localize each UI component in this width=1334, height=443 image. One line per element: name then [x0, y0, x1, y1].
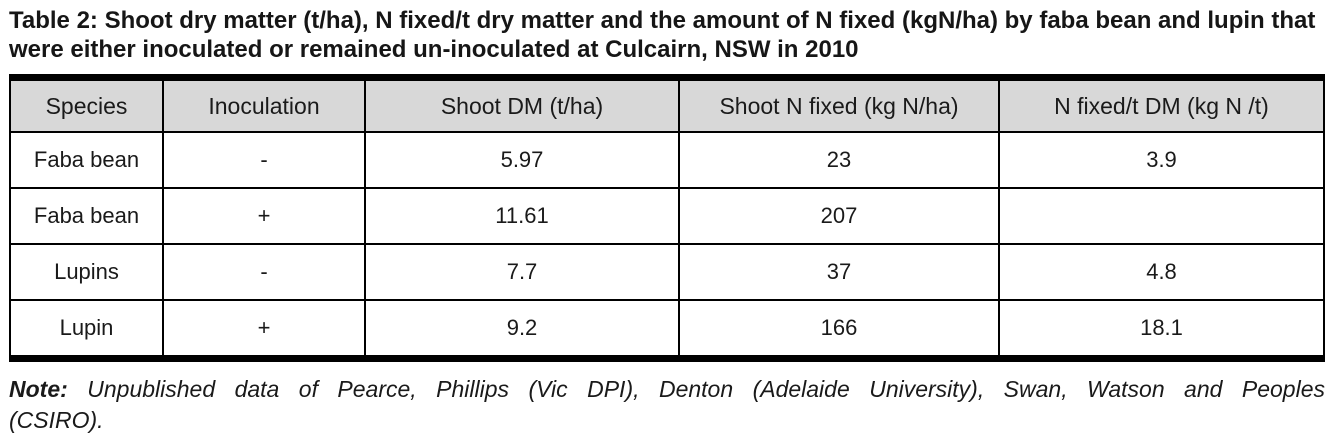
- cell-n-fixed-per-dm: 18.1: [998, 299, 1325, 360]
- footnote-line-2: (CSIRO).: [9, 407, 104, 433]
- footnote-label: Note:: [9, 376, 68, 402]
- table-header-row: Species Inoculation Shoot DM (t/ha) Shoo…: [9, 76, 1325, 133]
- footnote-line-1: Note: Unpublished data of Pearce, Philli…: [9, 374, 1325, 405]
- cell-inoculation: -: [162, 243, 366, 301]
- cell-shoot-dm: 11.61: [364, 187, 680, 245]
- cell-inoculation: -: [162, 131, 366, 189]
- column-header-shoot-n-fixed: Shoot N fixed (kg N/ha): [678, 76, 1000, 133]
- table-row: Faba bean + 11.61 207: [9, 187, 1325, 245]
- table-caption-line-2: were either inoculated or remained un-in…: [9, 36, 859, 63]
- cell-shoot-n-fixed: 207: [678, 187, 1000, 245]
- table-caption-line-1: Table 2: Shoot dry matter (t/ha), N fixe…: [9, 7, 1316, 34]
- table-container: Species Inoculation Shoot DM (t/ha) Shoo…: [9, 74, 1325, 362]
- cell-species: Faba bean: [9, 187, 164, 245]
- column-header-shoot-dm: Shoot DM (t/ha): [364, 76, 680, 133]
- cell-shoot-dm: 5.97: [364, 131, 680, 189]
- cell-shoot-n-fixed: 166: [678, 299, 1000, 360]
- footnote-text: Unpublished data of Pearce, Phillips (Vi…: [87, 376, 1326, 402]
- column-header-species: Species: [9, 76, 164, 133]
- cell-n-fixed-per-dm: 4.8: [998, 243, 1325, 301]
- column-header-n-fixed-per-dm: N fixed/t DM (kg N /t): [998, 76, 1325, 133]
- table-footnote: Note: Unpublished data of Pearce, Philli…: [9, 374, 1325, 436]
- table-row: Faba bean - 5.97 23 3.9: [9, 131, 1325, 189]
- cell-shoot-dm: 7.7: [364, 243, 680, 301]
- cell-shoot-n-fixed: 37: [678, 243, 1000, 301]
- table-row: Lupins - 7.7 37 4.8: [9, 243, 1325, 301]
- table-row: Lupin + 9.2 166 18.1: [9, 299, 1325, 360]
- cell-n-fixed-per-dm: 3.9: [998, 131, 1325, 189]
- column-header-inoculation: Inoculation: [162, 76, 366, 133]
- cell-n-fixed-per-dm: [998, 187, 1325, 245]
- cell-shoot-dm: 9.2: [364, 299, 680, 360]
- cell-species: Lupin: [9, 299, 164, 360]
- cell-inoculation: +: [162, 299, 366, 360]
- cell-inoculation: +: [162, 187, 366, 245]
- cell-species: Faba bean: [9, 131, 164, 189]
- table-caption: Table 2: Shoot dry matter (t/ha), N fixe…: [9, 6, 1325, 64]
- cell-species: Lupins: [9, 243, 164, 301]
- data-table: Species Inoculation Shoot DM (t/ha) Shoo…: [9, 74, 1325, 362]
- cell-shoot-n-fixed: 23: [678, 131, 1000, 189]
